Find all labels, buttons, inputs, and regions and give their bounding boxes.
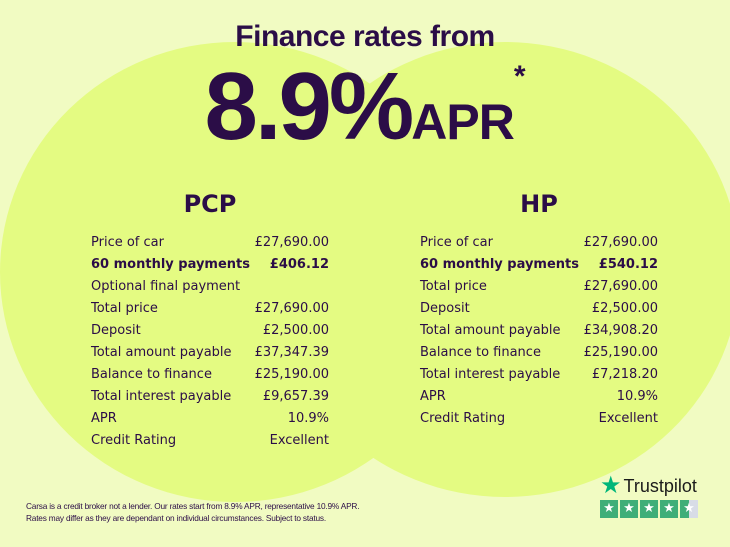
row-value: Excellent [269, 433, 329, 448]
rating-star-icon: ★ [660, 500, 678, 518]
table-row: Credit Rating Excellent [91, 430, 329, 452]
table-row: APR 10.9% [420, 386, 658, 408]
row-value: £27,690.00 [254, 235, 329, 250]
row-label: Total interest payable [91, 389, 232, 404]
row-value: £540.12 [598, 257, 658, 272]
star-icon: ★ [600, 472, 622, 499]
table-row: Optional final payment [91, 276, 329, 298]
table-row: Deposit £2,500.00 [91, 320, 329, 342]
row-value: £406.12 [269, 257, 329, 272]
rating-star-icon: ★ [680, 500, 698, 518]
row-value: £27,690.00 [583, 279, 658, 294]
table-row: Total price £27,690.00 [91, 298, 329, 320]
row-label: 60 monthly payments [91, 257, 250, 272]
trustpilot-name: Trustpilot [623, 475, 697, 496]
row-label: Total price [91, 301, 158, 316]
row-value: £25,190.00 [254, 367, 329, 382]
hp-table: HP Price of car £27,690.00 60 monthly paym… [420, 190, 658, 430]
row-value: 10.9% [616, 389, 658, 404]
table-row: Price of car £27,690.00 [91, 232, 329, 254]
row-label: Balance to finance [91, 367, 212, 382]
table-row: Balance to finance £25,190.00 [91, 364, 329, 386]
trustpilot-badge[interactable]: ★ Trustpilot ★ ★ ★ ★ ★ [600, 472, 698, 518]
row-value: £27,690.00 [254, 301, 329, 316]
trustpilot-rating: ★ ★ ★ ★ ★ [600, 500, 698, 518]
row-label: Deposit [420, 301, 470, 316]
disclaimer-line-2: Rates may differ as they are dependant o… [26, 513, 326, 523]
row-value: £37,347.39 [254, 345, 329, 360]
row-value: £25,190.00 [583, 345, 658, 360]
disclaimer-line-1: Carsa is a credit broker not a lender. O… [26, 501, 360, 511]
headline-rate: 8.9%APR* [0, 52, 730, 160]
row-value: Excellent [598, 411, 658, 426]
hp-title: HP [520, 190, 558, 218]
row-label: APR [420, 389, 446, 404]
row-label: 60 monthly payments [420, 257, 579, 272]
rating-star-icon: ★ [600, 500, 618, 518]
table-row: Total amount payable £37,347.39 [91, 342, 329, 364]
rating-star-icon: ★ [640, 500, 658, 518]
headline-subtitle: Finance rates from [235, 20, 495, 53]
row-label: Total amount payable [420, 323, 561, 338]
row-label: Deposit [91, 323, 141, 338]
table-row: Total interest payable £9,657.39 [91, 386, 329, 408]
row-label: Optional final payment [91, 279, 241, 294]
row-value: £2,500.00 [591, 301, 658, 316]
row-value: £9,657.39 [262, 389, 329, 404]
row-value: £27,690.00 [583, 235, 658, 250]
row-label: Total price [420, 279, 487, 294]
row-label: Price of car [91, 235, 164, 250]
table-row: Deposit £2,500.00 [420, 298, 658, 320]
row-label: APR [91, 411, 117, 426]
pcp-title: PCP [183, 190, 237, 218]
row-value: 10.9% [287, 411, 329, 426]
row-value: £2,500.00 [262, 323, 329, 338]
row-label: Price of car [420, 235, 493, 250]
table-row: APR 10.9% [91, 408, 329, 430]
asterisk: * [513, 60, 526, 93]
rating-star-icon: ★ [620, 500, 638, 518]
row-label: Credit Rating [91, 433, 177, 448]
apr-label: APR [411, 94, 515, 150]
rate-value: 8.9% [204, 53, 414, 160]
table-row: 60 monthly payments £540.12 [420, 254, 658, 276]
row-label: Total interest payable [420, 367, 561, 382]
table-row: Price of car £27,690.00 [420, 232, 658, 254]
disclaimer: Carsa is a credit broker not a lender. O… [26, 500, 360, 524]
table-row: 60 monthly payments £406.12 [91, 254, 329, 276]
background-circle-right [270, 42, 730, 497]
table-row: Total amount payable £34,908.20 [420, 320, 658, 342]
table-row: Balance to finance £25,190.00 [420, 342, 658, 364]
row-value: £34,908.20 [583, 323, 658, 338]
row-label: Balance to finance [420, 345, 541, 360]
table-row: Total interest payable £7,218.20 [420, 364, 658, 386]
pcp-table: PCP Price of car £27,690.00 60 monthly pay… [91, 190, 329, 452]
table-row: Credit Rating Excellent [420, 408, 658, 430]
row-value: £7,218.20 [591, 367, 658, 382]
row-label: Total amount payable [91, 345, 232, 360]
table-row: Total price £27,690.00 [420, 276, 658, 298]
row-label: Credit Rating [420, 411, 506, 426]
